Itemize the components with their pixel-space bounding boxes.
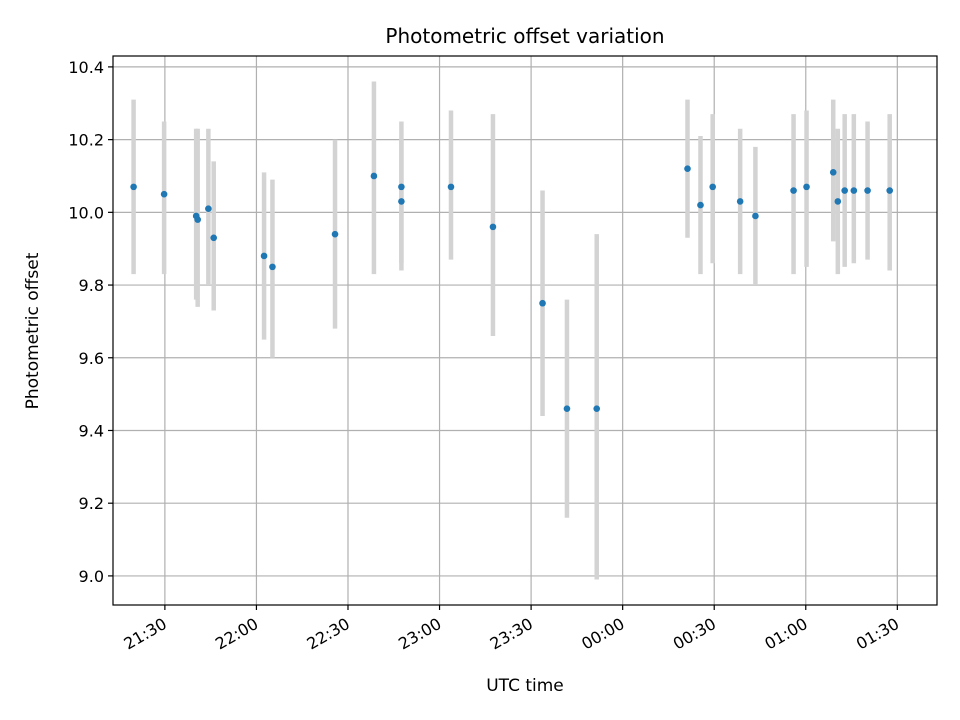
y-tick-label: 9.8 xyxy=(79,276,104,295)
data-point xyxy=(205,205,212,213)
error-bars xyxy=(131,81,892,580)
y-tick-label: 10.4 xyxy=(68,58,104,77)
data-point xyxy=(709,183,716,191)
data-point xyxy=(260,252,268,260)
data-point xyxy=(752,212,759,220)
y-tick-label: 10.0 xyxy=(68,203,104,222)
data-point xyxy=(850,187,858,194)
data-points xyxy=(130,165,893,412)
y-tick-label: 10.2 xyxy=(68,131,104,150)
data-point xyxy=(803,183,810,191)
y-tick-label: 9.0 xyxy=(79,567,104,586)
y-tick-label: 9.2 xyxy=(79,494,104,513)
data-point xyxy=(398,198,405,205)
data-point xyxy=(834,198,842,205)
data-point xyxy=(593,405,601,412)
data-point xyxy=(130,183,137,191)
data-point xyxy=(790,187,797,194)
x-tick-label: 21:30 xyxy=(120,614,169,654)
data-point xyxy=(886,187,893,194)
x-tick-label: 00:30 xyxy=(670,614,719,654)
x-tick-label: 22:00 xyxy=(212,614,261,654)
data-point xyxy=(697,201,704,209)
data-point xyxy=(864,187,871,194)
x-tick-label: 23:00 xyxy=(395,614,444,654)
data-point xyxy=(269,263,276,271)
x-tick-label: 01:00 xyxy=(761,614,810,654)
data-point xyxy=(447,183,455,191)
plot-area-frame xyxy=(112,55,938,606)
axis-ticks: 21:30 22:00 22:30 23:00 23:30 00:00 00:30 01:00… xyxy=(68,58,902,654)
data-point xyxy=(370,172,378,180)
data-point xyxy=(160,190,168,198)
chart-title: Photometric offset variation xyxy=(385,24,664,48)
x-tick-label: 01:30 xyxy=(853,614,902,654)
grid xyxy=(113,56,937,605)
data-point xyxy=(331,230,339,238)
data-point xyxy=(563,405,571,412)
x-tick-label: 22:30 xyxy=(304,614,353,654)
y-axis-label: Photometric offset xyxy=(23,252,43,409)
x-axis-label: UTC time xyxy=(486,676,564,696)
data-point xyxy=(829,169,837,176)
data-point xyxy=(684,165,691,173)
data-point xyxy=(841,187,848,194)
data-point xyxy=(736,198,744,205)
x-tick-label: 23:30 xyxy=(487,614,536,654)
y-tick-label: 9.4 xyxy=(79,421,104,440)
data-point xyxy=(398,183,405,191)
data-point xyxy=(489,223,497,231)
data-point xyxy=(210,234,218,242)
y-tick-label: 9.6 xyxy=(79,349,104,368)
data-point xyxy=(194,216,201,223)
x-tick-label: 00:00 xyxy=(578,614,627,654)
data-point xyxy=(539,299,546,307)
